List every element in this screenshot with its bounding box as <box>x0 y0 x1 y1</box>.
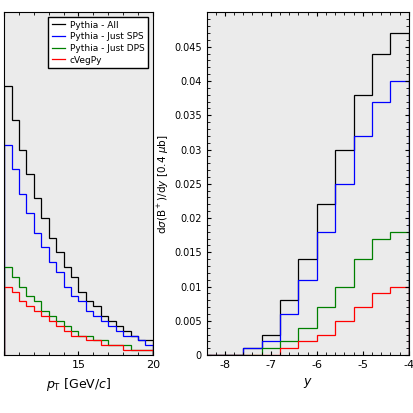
Legend: Pythia - All, Pythia - Just SPS, Pythia - Just DPS, cVegPy: Pythia - All, Pythia - Just SPS, Pythia … <box>48 17 148 68</box>
X-axis label: $p_{\mathrm{T}}$ [GeV/$c$]: $p_{\mathrm{T}}$ [GeV/$c$] <box>46 375 111 393</box>
X-axis label: $y$: $y$ <box>303 375 313 389</box>
Y-axis label: d$\sigma$(B$^+$)/d$y$ [0.4 $\mu$b]: d$\sigma$(B$^+$)/d$y$ [0.4 $\mu$b] <box>156 134 171 233</box>
